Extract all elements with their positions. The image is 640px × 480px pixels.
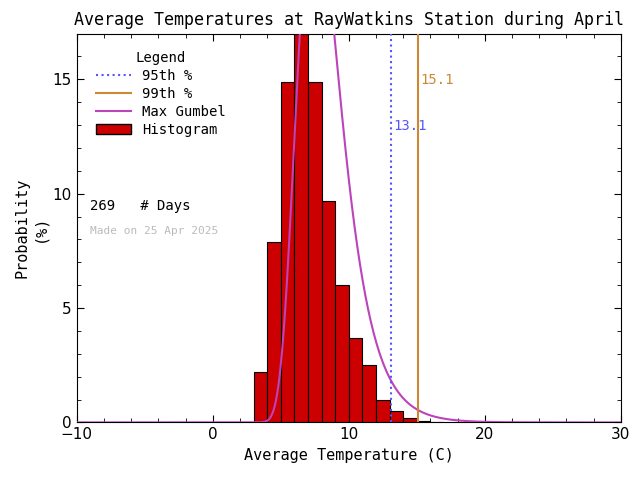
Text: 269   # Days: 269 # Days bbox=[90, 199, 191, 213]
Bar bbox=[281, 82, 294, 422]
Text: 13.1: 13.1 bbox=[393, 119, 426, 132]
Bar bbox=[308, 82, 322, 422]
X-axis label: Average Temperature (C): Average Temperature (C) bbox=[244, 448, 454, 463]
Bar bbox=[253, 372, 268, 422]
Bar bbox=[294, 29, 308, 422]
Bar bbox=[376, 399, 390, 422]
Bar bbox=[390, 411, 403, 422]
Text: Made on 25 Apr 2025: Made on 25 Apr 2025 bbox=[90, 226, 219, 236]
Title: Average Temperatures at RayWatkins Station during April: Average Temperatures at RayWatkins Stati… bbox=[74, 11, 624, 29]
Y-axis label: Probability
(%): Probability (%) bbox=[15, 178, 47, 278]
Bar bbox=[403, 418, 417, 422]
Text: 15.1: 15.1 bbox=[420, 73, 454, 87]
Bar bbox=[335, 285, 349, 422]
Legend: 95th %, 99th %, Max Gumbel, Histogram: 95th %, 99th %, Max Gumbel, Histogram bbox=[92, 47, 230, 142]
Bar bbox=[417, 421, 431, 422]
Bar bbox=[268, 242, 281, 422]
Bar bbox=[362, 365, 376, 422]
Bar bbox=[349, 338, 362, 422]
Bar bbox=[322, 201, 335, 422]
